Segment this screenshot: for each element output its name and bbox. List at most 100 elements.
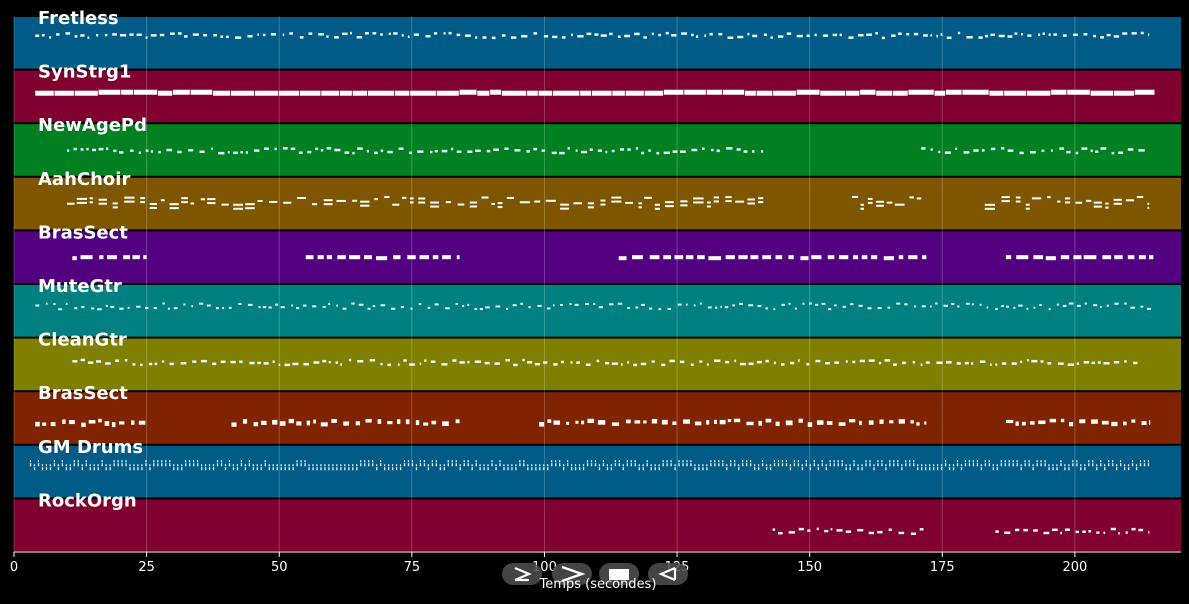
rewind-button[interactable] — [648, 563, 688, 585]
note — [58, 308, 63, 311]
note — [380, 463, 382, 467]
note — [204, 467, 207, 471]
note — [190, 89, 213, 95]
note — [1141, 421, 1147, 426]
fast-forward-button[interactable] — [552, 563, 592, 585]
note — [591, 90, 612, 96]
note — [722, 89, 745, 95]
note — [617, 35, 621, 38]
note — [946, 36, 952, 40]
note — [89, 467, 91, 471]
note — [33, 467, 36, 471]
note — [1005, 419, 1014, 424]
note — [694, 464, 696, 467]
note — [54, 90, 74, 96]
note — [383, 464, 386, 467]
note — [984, 34, 989, 38]
note — [124, 359, 128, 362]
note — [650, 464, 652, 467]
note — [1053, 33, 1057, 36]
note — [981, 149, 985, 152]
note — [943, 304, 948, 307]
note — [455, 460, 457, 463]
note — [206, 304, 211, 307]
note — [713, 196, 720, 199]
track-lane — [14, 177, 1181, 230]
play-button[interactable] — [502, 563, 542, 585]
note — [401, 34, 404, 37]
note — [833, 463, 835, 467]
note — [1147, 460, 1150, 463]
note — [1004, 460, 1006, 463]
note — [625, 201, 634, 204]
note — [457, 203, 465, 206]
note — [644, 90, 664, 96]
track-label: GM Drums — [38, 437, 143, 458]
note — [475, 36, 478, 39]
note — [380, 304, 386, 307]
note — [526, 150, 531, 153]
note — [743, 150, 748, 153]
note — [183, 303, 186, 306]
note — [105, 147, 109, 150]
note — [1088, 530, 1092, 533]
note — [380, 362, 383, 366]
note — [794, 307, 798, 310]
note — [920, 363, 923, 367]
note — [423, 422, 429, 426]
note — [948, 464, 951, 467]
note — [407, 255, 416, 260]
note — [511, 467, 513, 471]
note — [868, 420, 874, 425]
note — [898, 531, 905, 535]
note — [930, 148, 933, 151]
note — [336, 467, 338, 471]
note — [654, 464, 656, 467]
note — [53, 463, 56, 467]
note — [654, 203, 660, 206]
note — [93, 464, 95, 467]
note — [670, 463, 672, 467]
note — [328, 360, 331, 364]
note — [290, 147, 296, 151]
note — [364, 32, 369, 35]
note — [184, 35, 188, 38]
note — [646, 460, 648, 463]
note — [750, 460, 752, 463]
stop-button[interactable] — [599, 563, 639, 585]
note — [1040, 360, 1044, 363]
note — [282, 147, 288, 150]
note — [1124, 302, 1127, 305]
note — [638, 467, 640, 471]
note — [1113, 202, 1122, 205]
note — [929, 464, 931, 467]
note — [367, 307, 371, 310]
note — [228, 460, 231, 463]
note — [1004, 90, 1026, 96]
note — [541, 149, 546, 152]
note — [417, 150, 424, 153]
note — [809, 467, 812, 471]
note — [236, 467, 239, 471]
note — [964, 460, 967, 463]
note — [154, 362, 158, 366]
note — [775, 421, 780, 427]
note — [582, 467, 585, 471]
note — [921, 147, 926, 150]
stop-icon — [609, 569, 629, 580]
note — [1134, 89, 1155, 95]
note — [574, 303, 579, 306]
note — [1127, 467, 1130, 471]
note — [672, 150, 678, 153]
note — [292, 467, 294, 471]
note — [57, 464, 59, 467]
note — [1007, 35, 1013, 38]
note — [236, 464, 238, 467]
note — [869, 463, 871, 467]
note — [368, 463, 370, 467]
note — [594, 33, 599, 36]
note — [796, 89, 820, 95]
note — [1000, 463, 1002, 467]
note — [248, 460, 250, 463]
note — [364, 460, 366, 463]
